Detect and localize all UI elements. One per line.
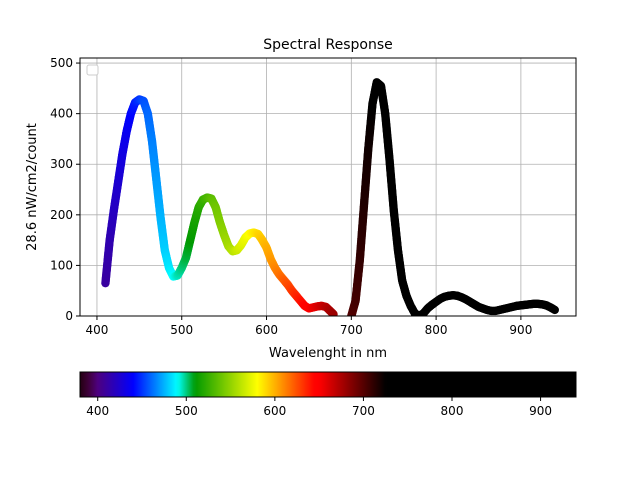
y-tick-label: 200 — [50, 208, 73, 222]
y-axis-label: 28.6 nW/cm2/count — [25, 123, 40, 251]
x-tick-label: 900 — [509, 323, 532, 337]
x-tick-label: 700 — [340, 323, 363, 337]
colorbar-tick-label: 600 — [263, 404, 286, 418]
x-axis-label: Wavelenght in nm — [269, 346, 387, 361]
x-tick-label: 500 — [170, 323, 193, 337]
legend-box — [86, 64, 99, 76]
x-axis-ticks: 400 500 600 700 800 900 — [86, 316, 532, 337]
colorbar-tick-label: 900 — [529, 404, 552, 418]
colorbar-tick-label: 800 — [441, 404, 464, 418]
colorbar-tick-label: 400 — [86, 404, 109, 418]
plot-background — [80, 58, 576, 316]
x-tick-label: 400 — [86, 323, 109, 337]
colorbar-ticks: 400 500 600 700 800 900 — [86, 397, 552, 418]
colorbar-frame — [79, 371, 577, 398]
y-tick-label: 300 — [50, 157, 73, 171]
colorbar-strip — [80, 372, 576, 397]
colorbar-tick-label: 500 — [175, 404, 198, 418]
plot-frame — [79, 57, 577, 317]
data-point — [329, 309, 338, 316]
y-tick-label: 100 — [50, 258, 73, 272]
colorbar: 400 500 600 700 800 900 — [79, 371, 577, 418]
colorbar-tick-label: 700 — [352, 404, 375, 418]
y-tick-label: 400 — [50, 107, 73, 121]
x-tick-label: 600 — [255, 323, 278, 337]
main-plot: 400 500 600 700 800 900 0 100 200 300 400 500 Spec… — [25, 37, 577, 361]
y-tick-label: 500 — [50, 56, 73, 70]
data-point — [550, 305, 560, 315]
x-tick-label: 800 — [425, 323, 448, 337]
data-points — [101, 78, 560, 316]
chart-title: Spectral Response — [263, 37, 393, 53]
y-tick-label: 0 — [65, 309, 73, 323]
y-axis-ticks: 0 100 200 300 400 500 — [50, 56, 80, 323]
